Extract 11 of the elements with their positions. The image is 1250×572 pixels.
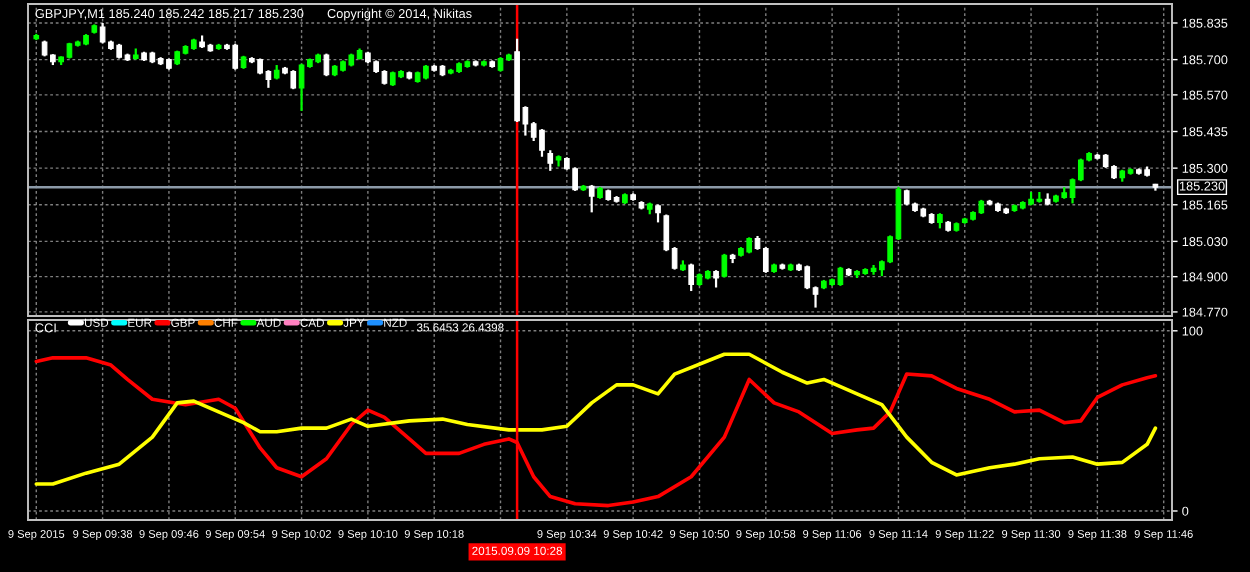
candlestick: [762, 245, 769, 274]
candlestick: [539, 127, 545, 158]
candlestick: [547, 149, 554, 172]
candlestick: [837, 265, 844, 287]
candlestick: [688, 262, 695, 293]
line-series: [34, 352, 1158, 486]
candlestick: [298, 62, 305, 112]
candlestick: [290, 69, 297, 91]
candlestick: [232, 42, 239, 71]
candlestick: [572, 166, 578, 193]
candlestick: [588, 183, 595, 214]
